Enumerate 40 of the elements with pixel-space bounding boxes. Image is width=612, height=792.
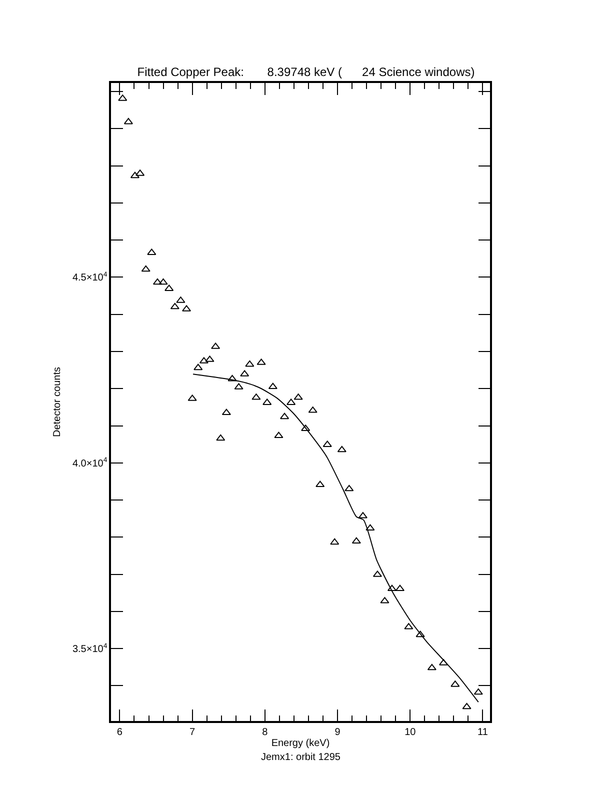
point <box>245 360 254 367</box>
x-tick-label: 6 <box>116 726 123 738</box>
point <box>228 374 237 382</box>
text: Jemx1: orbit 1295 <box>261 752 341 763</box>
point <box>337 446 346 452</box>
point <box>427 664 436 670</box>
x-tick-label: 8 <box>262 726 268 738</box>
y-tick-label: 4.0×10$^{4}$ <box>72 457 108 470</box>
point <box>280 412 290 420</box>
point <box>124 118 133 124</box>
point <box>152 278 162 285</box>
line-series <box>192 374 479 703</box>
point <box>274 432 284 438</box>
point <box>194 364 203 370</box>
x-tick-label: 9 <box>334 726 341 738</box>
point <box>222 408 231 416</box>
y-axis-title: Detector counts <box>52 366 63 438</box>
point <box>474 688 483 695</box>
x-tick-label: 11 <box>478 726 488 738</box>
x-tick-label: 10 <box>404 726 416 738</box>
point <box>268 382 278 390</box>
point <box>387 584 397 592</box>
y-tick-label: 3.5×10$^{4}$ <box>72 642 108 656</box>
chart-title: Fitted Copper Peak: 8.39748 keV ( 24 Science windows) <box>137 65 475 79</box>
point <box>366 524 375 531</box>
point <box>216 434 226 441</box>
point <box>170 302 180 310</box>
point <box>395 584 405 592</box>
point <box>141 265 150 272</box>
point <box>158 278 168 285</box>
point <box>416 630 425 638</box>
x-tick-label: 7 <box>190 726 196 738</box>
point <box>462 702 472 710</box>
point <box>330 538 340 545</box>
point <box>352 537 361 544</box>
point <box>316 480 325 488</box>
point <box>344 484 354 492</box>
y-tick-label: 4.5×10$^{4}$ <box>72 272 108 284</box>
x-axis-title: Energy (keV) <box>271 738 330 749</box>
point <box>130 172 140 178</box>
